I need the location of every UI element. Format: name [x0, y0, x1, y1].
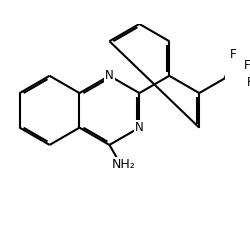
- Text: NH₂: NH₂: [112, 158, 136, 171]
- Text: N: N: [135, 121, 144, 134]
- Text: F: F: [247, 76, 250, 89]
- Text: F: F: [230, 48, 237, 60]
- Text: N: N: [105, 69, 114, 82]
- Text: F: F: [244, 59, 250, 72]
